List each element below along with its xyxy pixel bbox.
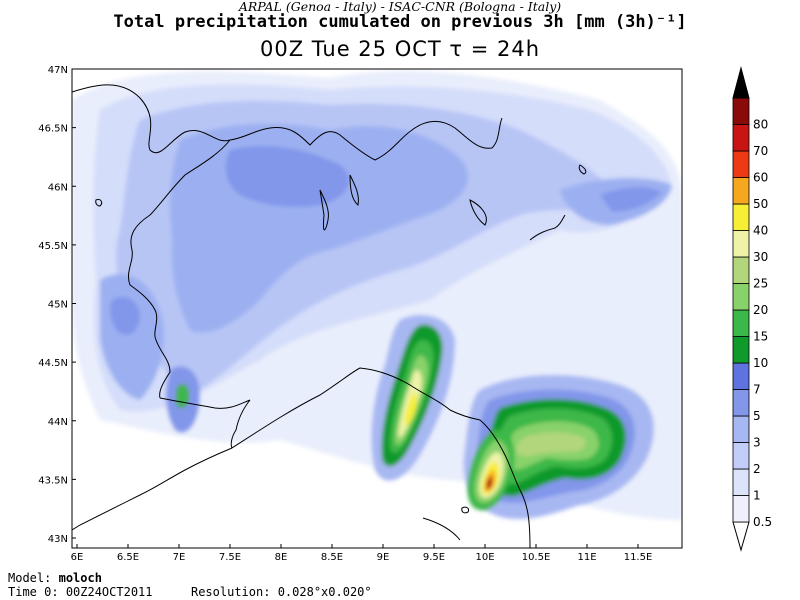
latitude-axis: 47N 46.5N 46N 45.5N 45N 44.5N 44N 43.5N 43N bbox=[38, 65, 76, 545]
colorbar-box bbox=[732, 124, 750, 152]
colorbar-label: 5 bbox=[753, 409, 761, 423]
lon-label: 9.5E bbox=[423, 552, 445, 563]
lake-maggiore bbox=[319, 189, 329, 231]
lon-label: 10E bbox=[475, 552, 494, 563]
precip-level-5 bbox=[225, 145, 350, 207]
colorbar-box bbox=[732, 362, 750, 390]
colorbar-label: 3 bbox=[753, 436, 761, 450]
time-label: Time 0: bbox=[8, 585, 59, 599]
lon-label: 7E bbox=[173, 552, 186, 563]
lon-label: 6.5E bbox=[117, 552, 139, 563]
colorbar-box bbox=[732, 97, 750, 125]
core-level-70 bbox=[487, 479, 491, 487]
lat-label: 47N bbox=[48, 65, 68, 76]
lake-small-1 bbox=[578, 164, 587, 175]
cell-level-20 bbox=[515, 432, 586, 457]
map-subtitle: 00Z Tue 25 OCT τ = 24h bbox=[259, 37, 541, 61]
colorbar-label: 20 bbox=[753, 303, 768, 317]
map-title: Total precipitation cumulated on previou… bbox=[113, 12, 687, 32]
coastlines bbox=[72, 84, 587, 548]
colorbar-max-triangle bbox=[732, 66, 750, 99]
island-small-west bbox=[95, 199, 103, 207]
colorbar: 0.5 1 2 3 5 7 10 15 20 25 30 40 50 60 70 80 bbox=[732, 66, 772, 552]
lon-label: 10.5E bbox=[522, 552, 551, 563]
colorbar-box bbox=[732, 150, 750, 178]
plot-frame bbox=[71, 68, 683, 549]
credits-line: ARPAL (Genoa - Italy) - ISAC-CNR (Bologn… bbox=[238, 0, 562, 14]
colorbar-label: 30 bbox=[753, 250, 768, 264]
french-border bbox=[230, 399, 251, 449]
colorbar-box bbox=[732, 177, 750, 205]
colorbar-label: 10 bbox=[753, 356, 768, 370]
model-label: Model: bbox=[8, 571, 52, 585]
coast-ligurian bbox=[231, 367, 531, 548]
colorbar-box bbox=[732, 203, 750, 231]
colorbar-box bbox=[732, 495, 750, 523]
lat-label: 45N bbox=[48, 300, 68, 311]
lake-garda bbox=[469, 199, 487, 226]
colorbar-box bbox=[732, 256, 750, 284]
lat-label: 46N bbox=[48, 182, 68, 193]
colorbar-box bbox=[732, 283, 750, 311]
colorbar-label: 15 bbox=[753, 330, 768, 344]
colorbar-label: 0.5 bbox=[753, 515, 772, 529]
colorbar-box bbox=[732, 336, 750, 364]
colorbar-label: 7 bbox=[753, 383, 761, 397]
ligurian-band bbox=[371, 315, 455, 481]
colorbar-label: 1 bbox=[753, 489, 761, 503]
lon-label: 11E bbox=[577, 552, 596, 563]
extreme-core bbox=[467, 429, 515, 511]
longitude-axis: 6E 6.5E 7E 7.5E 8E 8.5E 9E 9.5E 10E 10.5E 11E 11.5E bbox=[71, 544, 653, 563]
time-value: 00Z24OCT2011 bbox=[65, 585, 153, 599]
band-level-30 bbox=[404, 392, 417, 426]
precip-field bbox=[72, 70, 682, 548]
lake-como bbox=[349, 174, 359, 206]
colorbar-label: 2 bbox=[753, 462, 761, 476]
model-name: moloch bbox=[58, 571, 102, 585]
precip-level-5c bbox=[110, 296, 140, 335]
colorbar-label: 50 bbox=[753, 197, 768, 211]
lat-label: 44N bbox=[48, 417, 68, 428]
border-line-south bbox=[159, 397, 251, 409]
colorbar-box bbox=[732, 309, 750, 337]
colorbar-label: 80 bbox=[753, 118, 768, 132]
resolution-value: 0.028°x0.020° bbox=[277, 585, 372, 599]
colorbar-min-triangle bbox=[732, 521, 750, 552]
colorbar-label: 70 bbox=[753, 144, 768, 158]
lat-label: 46.5N bbox=[38, 124, 68, 135]
precip-level-5b bbox=[600, 187, 662, 212]
lon-label: 7.5E bbox=[219, 552, 241, 563]
border-line-west bbox=[127, 139, 231, 399]
colorbar-label: 60 bbox=[753, 171, 768, 185]
lat-label: 44.5N bbox=[38, 358, 68, 369]
colorbar-box bbox=[732, 415, 750, 443]
lat-label: 45.5N bbox=[38, 241, 68, 252]
colorbar-box bbox=[732, 468, 750, 496]
border-line-north bbox=[72, 84, 503, 161]
colorbar-box bbox=[732, 442, 750, 470]
footer-model: Model: moloch bbox=[8, 572, 102, 585]
colorbar-label: 40 bbox=[753, 224, 768, 238]
island-elba bbox=[461, 506, 469, 514]
lon-label: 8.5E bbox=[321, 552, 343, 563]
coast-west bbox=[72, 447, 233, 531]
colorbar-box bbox=[732, 230, 750, 258]
tuscany-cell bbox=[463, 375, 654, 520]
island-capraia bbox=[422, 517, 461, 541]
coast-adriatic bbox=[529, 214, 566, 241]
lat-label: 43.5N bbox=[38, 475, 68, 486]
lon-label: 6E bbox=[71, 552, 84, 563]
colorbar-box bbox=[732, 389, 750, 417]
colorbar-label: 25 bbox=[753, 277, 768, 291]
resolution-label: Resolution: bbox=[190, 585, 271, 599]
lon-label: 9E bbox=[377, 552, 390, 563]
lon-label: 11.5E bbox=[624, 552, 653, 563]
lon-label: 8E bbox=[275, 552, 288, 563]
lat-label: 43N bbox=[48, 534, 68, 545]
footer-time: Time 0: 00Z24OCT2011 Resolution: 0.028°x… bbox=[8, 586, 372, 599]
